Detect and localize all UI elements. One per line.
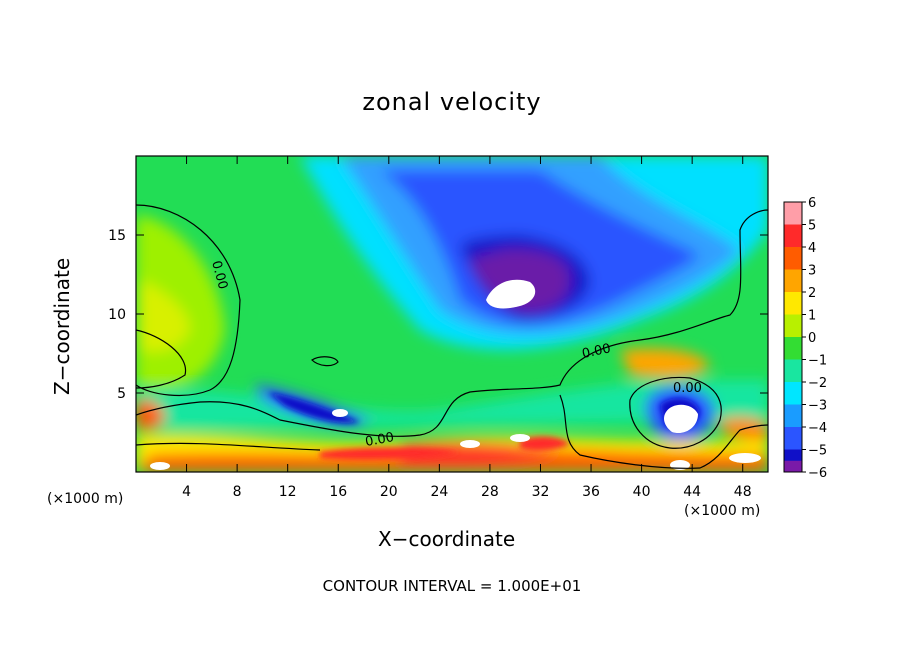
colorbar-swatch [784, 460, 802, 472]
y-tick-label: 10 [108, 307, 126, 323]
colorbar-label: −1 [808, 354, 827, 369]
colorbar-label: 5 [808, 219, 816, 234]
colorbar-label: 3 [808, 264, 816, 279]
contour-labels: 0.00 0.00 0.00 0.00 [208, 259, 702, 450]
y-tick-label: 15 [108, 228, 126, 244]
colorbar-swatch [784, 404, 802, 427]
colorbar-label: −4 [808, 421, 827, 436]
x-tick-label: 48 [734, 484, 752, 500]
colorbar-swatch [784, 427, 802, 450]
colorbar-label: −3 [808, 399, 827, 414]
x-tick-label: 24 [430, 484, 448, 500]
colorbar-label: 0 [808, 331, 816, 346]
heatmap-field [136, 156, 768, 472]
colorbar-label: −5 [808, 444, 827, 459]
colorbar-swatch [784, 202, 802, 225]
zero-contours [136, 204, 768, 469]
x-tick-label: 40 [633, 484, 651, 500]
colorbar-label: −2 [808, 376, 827, 391]
colorbar-swatch [784, 247, 802, 270]
x-scale-note: (×1000 m) [684, 503, 761, 519]
contour-label: 0.00 [673, 381, 702, 396]
x-tick-label: 20 [380, 484, 398, 500]
chart-title: zonal velocity [362, 88, 542, 116]
x-tick-label: 44 [683, 484, 701, 500]
contour-interval-note: CONTOUR INTERVAL = 1.000E+01 [322, 577, 582, 595]
colorbar-swatch [784, 292, 802, 315]
x-tick-label: 32 [532, 484, 550, 500]
colorbar-swatch [784, 269, 802, 292]
colorbar-swatch [784, 359, 802, 382]
colorbar-label: 4 [808, 241, 816, 256]
x-tick-label: 4 [182, 484, 191, 500]
y-scale-note: (×1000 m) [47, 491, 124, 507]
colorbar-label: 6 [808, 196, 816, 211]
colorbar: 6 5 4 3 2 1 0 −1 −2 −3 −4 −5 −6 [783, 196, 827, 481]
contour-label: 0.00 [364, 430, 395, 450]
colorbar-label: −6 [808, 466, 827, 481]
x-tick-label: 28 [481, 484, 499, 500]
colorbar-swatch [784, 314, 802, 337]
x-tick-label: 36 [582, 484, 600, 500]
y-tick-label: 5 [117, 386, 126, 402]
x-tick-label: 16 [329, 484, 347, 500]
colorbar-swatch [784, 224, 802, 247]
x-tick-label: 8 [233, 484, 242, 500]
colorbar-swatch [784, 337, 802, 360]
x-tick-label: 12 [279, 484, 297, 500]
contour-label: 0.00 [581, 341, 612, 362]
colorbar-label: 1 [808, 309, 816, 324]
colorbar-swatch [784, 382, 802, 405]
colorbar-label: 2 [808, 286, 816, 301]
x-axis-label: X−coordinate [378, 527, 516, 551]
contour-label: 0.00 [208, 259, 230, 291]
